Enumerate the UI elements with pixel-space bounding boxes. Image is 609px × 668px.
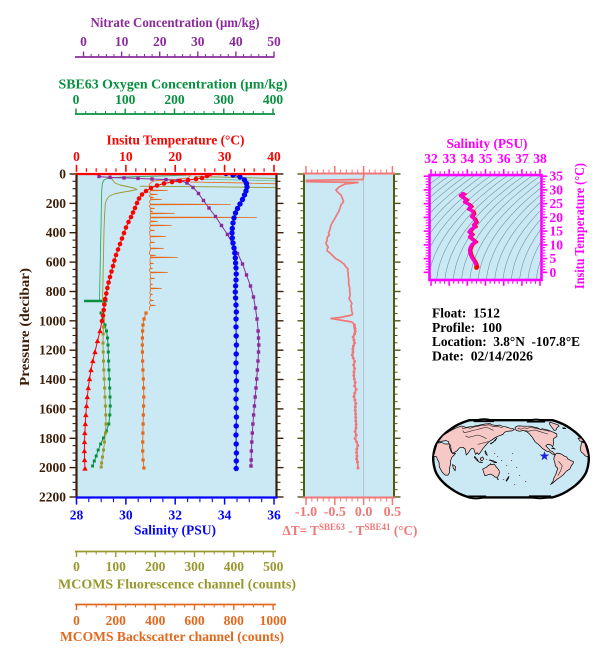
svg-text:200: 200 bbox=[164, 92, 185, 107]
svg-text:0: 0 bbox=[73, 613, 80, 628]
svg-text:5: 5 bbox=[550, 251, 557, 266]
svg-text:400: 400 bbox=[224, 559, 245, 574]
svg-text:0.5: 0.5 bbox=[384, 505, 402, 520]
svg-text:1000: 1000 bbox=[260, 613, 287, 628]
svg-text:0: 0 bbox=[73, 559, 80, 574]
svg-text:MCOMS Fluorescence channel (co: MCOMS Fluorescence channel (counts) bbox=[58, 577, 296, 592]
svg-text:1200: 1200 bbox=[39, 343, 66, 358]
svg-text:36: 36 bbox=[267, 508, 281, 523]
svg-text:Pressure (decibar): Pressure (decibar) bbox=[18, 268, 33, 386]
svg-text:200: 200 bbox=[106, 613, 127, 628]
svg-text:0: 0 bbox=[73, 92, 80, 107]
svg-text:Insitu Temperature (°C): Insitu Temperature (°C) bbox=[107, 133, 245, 148]
svg-text:34: 34 bbox=[461, 151, 475, 166]
svg-text:1000: 1000 bbox=[39, 313, 66, 328]
svg-text:300: 300 bbox=[184, 559, 205, 574]
svg-text:35: 35 bbox=[550, 169, 564, 184]
svg-text:Float: 1512: Float: 1512 bbox=[432, 307, 500, 322]
svg-text:32: 32 bbox=[424, 151, 438, 166]
svg-text:500: 500 bbox=[263, 559, 284, 574]
svg-text:0: 0 bbox=[550, 265, 557, 280]
svg-text:0: 0 bbox=[59, 167, 66, 182]
svg-text:100: 100 bbox=[115, 92, 136, 107]
svg-text:2200: 2200 bbox=[39, 490, 66, 505]
svg-text:28: 28 bbox=[70, 508, 84, 523]
svg-text:30: 30 bbox=[550, 182, 564, 197]
svg-text:400: 400 bbox=[263, 92, 284, 107]
svg-text:SBE63 Oxygen Concentration (μm: SBE63 Oxygen Concentration (μm/kg) bbox=[59, 77, 288, 92]
svg-text:1600: 1600 bbox=[39, 401, 66, 416]
svg-text:35: 35 bbox=[479, 151, 493, 166]
svg-text:300: 300 bbox=[214, 92, 235, 107]
svg-text:37: 37 bbox=[515, 151, 529, 166]
svg-text:36: 36 bbox=[497, 151, 511, 166]
svg-text:-0.5: -0.5 bbox=[324, 505, 346, 520]
svg-text:1400: 1400 bbox=[39, 372, 66, 387]
svg-text:800: 800 bbox=[46, 284, 67, 299]
svg-text:20: 20 bbox=[153, 34, 167, 49]
svg-text:200: 200 bbox=[145, 559, 166, 574]
svg-text:20: 20 bbox=[550, 210, 564, 225]
svg-text:40: 40 bbox=[229, 34, 243, 49]
svg-text:10: 10 bbox=[115, 34, 129, 49]
svg-text:30: 30 bbox=[119, 508, 133, 523]
svg-text:Location: 3.8°N -107.8°E: Location: 3.8°N -107.8°E bbox=[432, 335, 580, 350]
svg-text:15: 15 bbox=[550, 224, 564, 239]
svg-text:1800: 1800 bbox=[39, 431, 66, 446]
svg-text:20: 20 bbox=[168, 149, 182, 164]
svg-text:Nitrate Concentration (μm/kg): Nitrate Concentration (μm/kg) bbox=[91, 15, 260, 30]
svg-text:Date: 02/14/2026: Date: 02/14/2026 bbox=[432, 349, 533, 364]
svg-text:32: 32 bbox=[168, 508, 182, 523]
svg-text:Salinity (PSU): Salinity (PSU) bbox=[134, 523, 216, 538]
svg-text:800: 800 bbox=[224, 613, 245, 628]
svg-text:0.0: 0.0 bbox=[355, 505, 373, 520]
svg-text:30: 30 bbox=[191, 34, 205, 49]
svg-text:50: 50 bbox=[267, 34, 281, 49]
svg-text:ΔT= TSBE63 - TSBE41 (°C): ΔT= TSBE63 - TSBE41 (°C) bbox=[283, 522, 418, 538]
svg-text:Insitu Temperature (°C): Insitu Temperature (°C) bbox=[572, 163, 587, 289]
svg-text:100: 100 bbox=[106, 559, 127, 574]
svg-text:10: 10 bbox=[550, 237, 564, 252]
svg-text:0: 0 bbox=[80, 34, 87, 49]
svg-text:MCOMS Backscatter channel (cou: MCOMS Backscatter channel (counts) bbox=[60, 629, 284, 644]
svg-text:-1.0: -1.0 bbox=[295, 505, 317, 520]
svg-text:200: 200 bbox=[46, 196, 67, 211]
svg-text:2000: 2000 bbox=[39, 460, 66, 475]
svg-text:Profile: 100: Profile: 100 bbox=[432, 321, 502, 336]
svg-text:600: 600 bbox=[46, 255, 67, 270]
svg-text:400: 400 bbox=[46, 225, 67, 240]
svg-text:0: 0 bbox=[73, 149, 80, 164]
svg-text:40: 40 bbox=[267, 149, 281, 164]
svg-text:600: 600 bbox=[184, 613, 205, 628]
svg-text:25: 25 bbox=[550, 196, 564, 211]
svg-text:38: 38 bbox=[533, 151, 547, 166]
svg-text:400: 400 bbox=[145, 613, 166, 628]
svg-text:33: 33 bbox=[442, 151, 456, 166]
svg-text:30: 30 bbox=[218, 149, 232, 164]
svg-text:Salinity (PSU): Salinity (PSU) bbox=[447, 136, 528, 151]
svg-text:10: 10 bbox=[119, 149, 133, 164]
svg-text:34: 34 bbox=[218, 508, 232, 523]
